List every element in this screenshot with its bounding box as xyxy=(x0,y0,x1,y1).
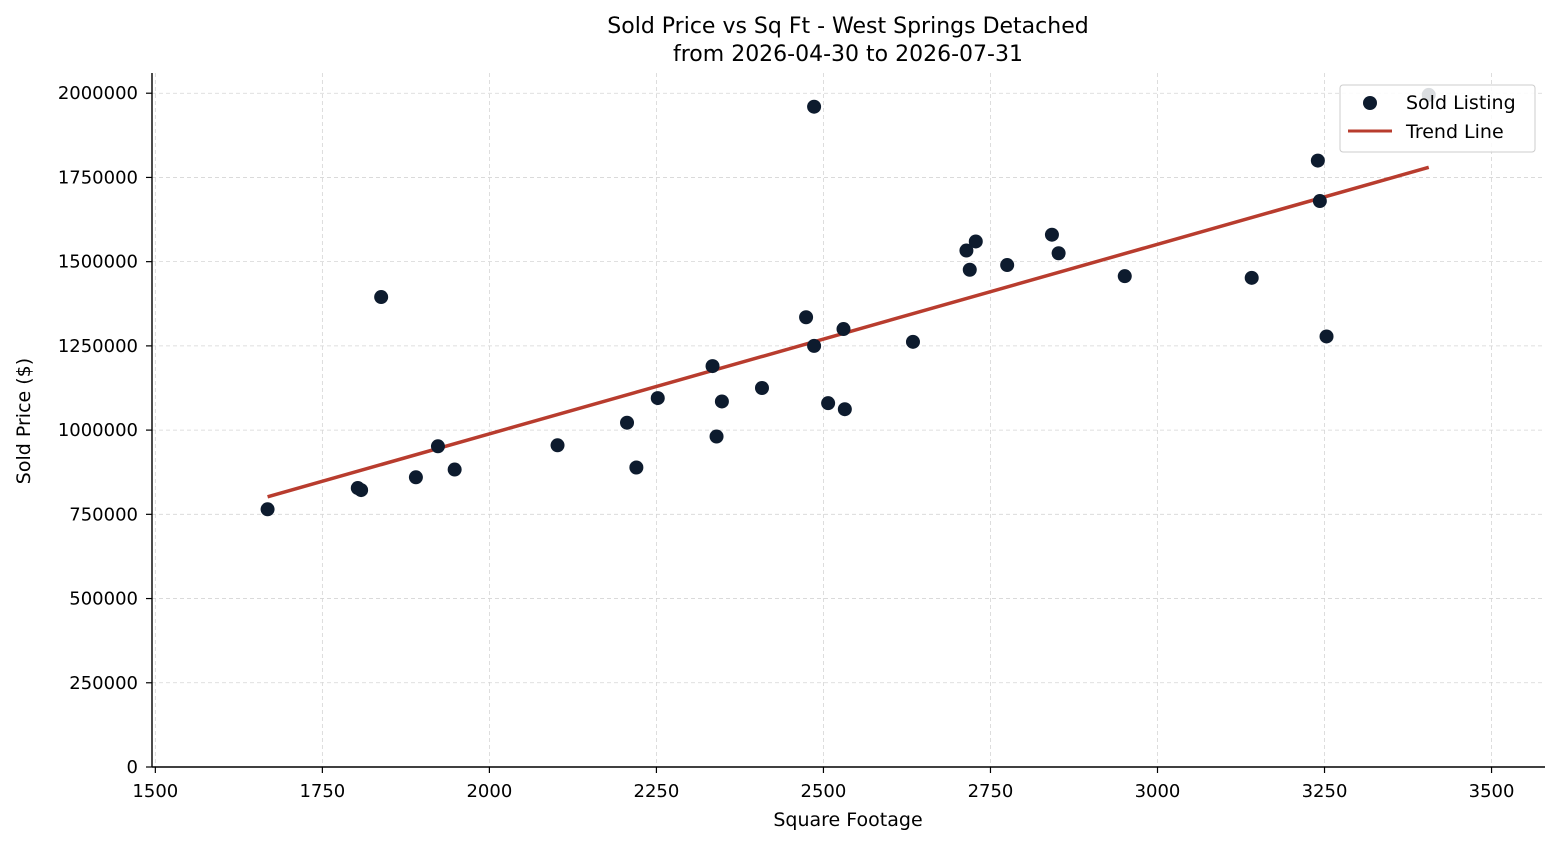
data-point xyxy=(620,415,635,430)
data-point xyxy=(1319,329,1334,344)
y-tick-label: 2000000 xyxy=(58,83,138,104)
data-point xyxy=(1051,246,1066,261)
data-point xyxy=(837,402,852,417)
y-tick-label: 750000 xyxy=(69,504,138,525)
x-tick-label: 3000 xyxy=(1135,781,1181,802)
x-tick-label: 3500 xyxy=(1469,781,1515,802)
x-tick-label: 1500 xyxy=(132,781,178,802)
legend-marker-sold-listing xyxy=(1363,96,1377,110)
x-tick-label: 2500 xyxy=(801,781,847,802)
data-point xyxy=(1117,269,1132,284)
legend: Sold Listing Trend Line xyxy=(1339,84,1536,153)
data-point xyxy=(836,322,851,337)
x-tick-label: 2000 xyxy=(466,781,512,802)
y-tick-label: 1250000 xyxy=(58,336,138,357)
data-point xyxy=(650,391,665,406)
data-point xyxy=(714,394,729,409)
y-tick-label: 500000 xyxy=(69,589,138,610)
data-point xyxy=(705,359,720,374)
y-tick-label: 1500000 xyxy=(58,252,138,273)
y-tick-label: 1750000 xyxy=(58,167,138,188)
data-point xyxy=(821,396,836,411)
data-point xyxy=(968,234,983,249)
data-point xyxy=(799,310,814,325)
points-layer xyxy=(260,87,1436,517)
y-tick-label: 1000000 xyxy=(58,420,138,441)
y-axis-label: Sold Price ($) xyxy=(13,358,35,484)
y-tick-label: 250000 xyxy=(69,673,138,694)
data-point xyxy=(1244,270,1259,285)
x-tick-label: 1750 xyxy=(299,781,345,802)
data-point xyxy=(905,334,920,349)
x-tick-label: 2750 xyxy=(968,781,1014,802)
chart-title: Sold Price vs Sq Ft - West Springs Detac… xyxy=(607,14,1088,39)
grid-layer xyxy=(152,73,1545,768)
data-point xyxy=(1000,258,1015,273)
data-point xyxy=(1312,194,1327,209)
legend-label-trend-line: Trend Line xyxy=(1405,121,1504,143)
data-point xyxy=(260,502,275,517)
data-point xyxy=(807,338,822,353)
data-point xyxy=(430,439,445,454)
data-point xyxy=(629,460,644,475)
x-tick-label: 2250 xyxy=(634,781,680,802)
data-point xyxy=(959,243,974,258)
x-tick-label: 3250 xyxy=(1302,781,1348,802)
chart-subtitle: from 2026-04-30 to 2026-07-31 xyxy=(673,42,1023,67)
data-point xyxy=(1310,153,1325,168)
data-point xyxy=(962,262,977,277)
data-point xyxy=(709,429,724,444)
legend-box xyxy=(1339,84,1536,153)
data-point xyxy=(374,290,389,305)
data-point xyxy=(807,99,822,114)
data-point xyxy=(354,483,369,498)
legend-label-sold-listing: Sold Listing xyxy=(1406,92,1516,114)
data-point xyxy=(1044,227,1059,242)
data-point xyxy=(550,438,565,453)
axes: 1500 1750 2000 2250 2500 2750 3000 3250 3500 0 250… xyxy=(58,73,1545,802)
x-axis-label: Square Footage xyxy=(773,809,922,831)
data-point xyxy=(408,470,423,485)
y-tick-label: 0 xyxy=(127,757,138,778)
data-point xyxy=(754,380,769,395)
data-point xyxy=(447,462,462,477)
